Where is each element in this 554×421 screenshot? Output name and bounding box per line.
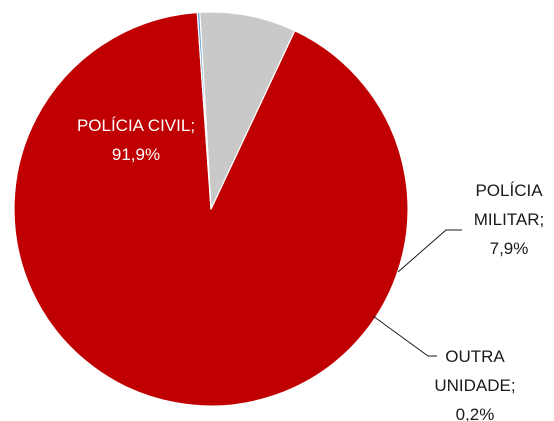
data-label-line: OUTRA: [445, 347, 505, 366]
leader-line-3: [372, 315, 437, 357]
data-label-line: 7,9%: [490, 239, 529, 258]
data-label-line: 0,2%: [456, 405, 495, 421]
data-labels: POLÍCIA CIVIL; 91,9% POLÍCIA MILITAR; 7,9% OU…: [77, 116, 544, 421]
data-label-3: OUTRA UNIDADE; 0,2%: [434, 347, 515, 421]
data-label-line: MILITAR;: [474, 210, 545, 229]
leader-line-2: [397, 229, 462, 273]
pie-slice-3: [196, 11, 212, 210]
data-label-2: POLÍCIA MILITAR; 7,9%: [474, 181, 545, 258]
data-label-1: POLÍCIA CIVIL; 91,9%: [77, 116, 195, 164]
pie-slices: [13, 11, 409, 407]
data-label-line: UNIDADE;: [434, 376, 515, 395]
data-label-line: POLÍCIA CIVIL;: [77, 116, 195, 135]
pie-slice-2: [199, 11, 296, 210]
data-label-line: 91,9%: [112, 145, 160, 164]
leader-lines: [372, 229, 462, 357]
data-label-line: POLÍCIA: [475, 181, 543, 200]
